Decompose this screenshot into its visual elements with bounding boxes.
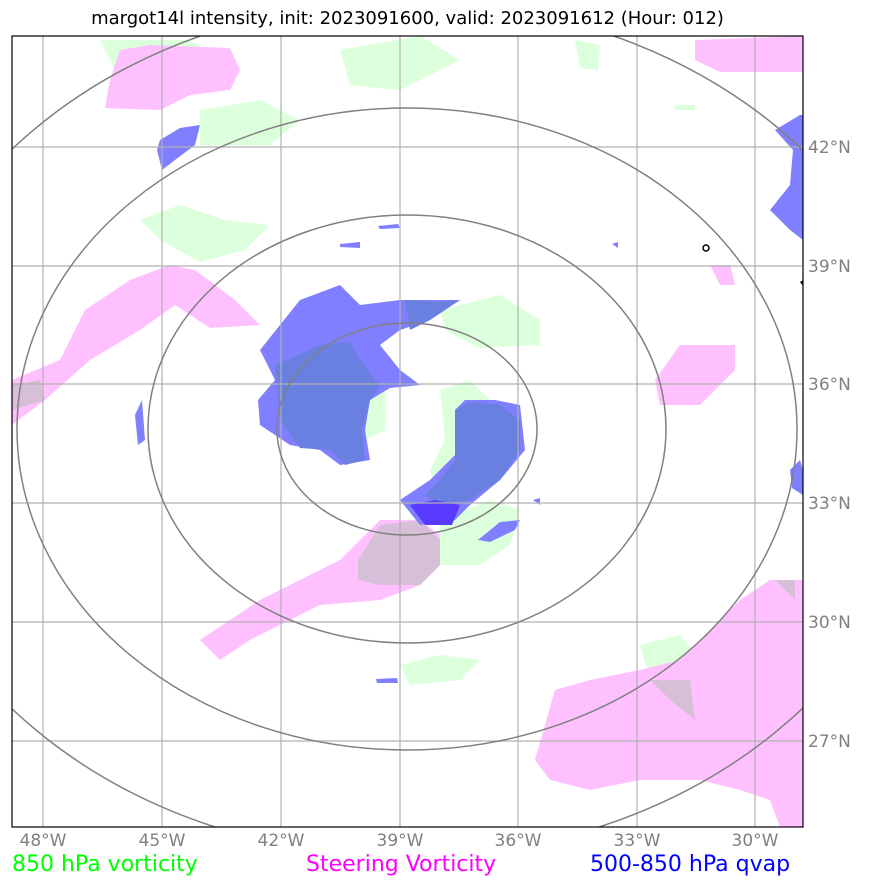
lat-tick-label: 30°N: [808, 613, 851, 633]
map-layers: [12, 36, 803, 827]
lon-tick-label: 45°W: [139, 831, 186, 851]
overlap-layer: [12, 380, 795, 720]
lat-tick-label: 33°N: [808, 494, 851, 514]
map-title: margot14l intensity, init: 2023091600, v…: [91, 8, 724, 29]
lat-tick-labels: 42°N 39°N 36°N 33°N 30°N 27°N: [808, 138, 851, 752]
lat-tick-label: 42°N: [808, 138, 851, 158]
lat-tick-label: 27°N: [808, 732, 851, 752]
legend-qvap: 500-850 hPa qvap: [590, 852, 791, 877]
graticule: [12, 36, 803, 827]
qvap-overlap-layer: [275, 300, 520, 525]
legend-vort850: 850 hPa vorticity: [12, 852, 198, 877]
lon-tick-labels: 48°W 45°W 42°W 39°W 36°W 33°W 30°W: [20, 831, 779, 851]
lon-tick-label: 42°W: [258, 831, 305, 851]
lon-tick-label: 30°W: [732, 831, 779, 851]
lat-tick-label: 39°N: [808, 257, 851, 277]
lat-tick-label: 36°N: [808, 375, 851, 395]
legend-steering: Steering Vorticity: [306, 852, 497, 877]
lon-tick-label: 33°W: [614, 831, 661, 851]
marker-points: [702, 244, 803, 286]
lon-tick-label: 36°W: [495, 831, 542, 851]
lon-tick-label: 39°W: [377, 831, 424, 851]
lon-tick-label: 48°W: [20, 831, 67, 851]
plot-frame: [11, 35, 804, 828]
range-rings: [12, 36, 803, 827]
